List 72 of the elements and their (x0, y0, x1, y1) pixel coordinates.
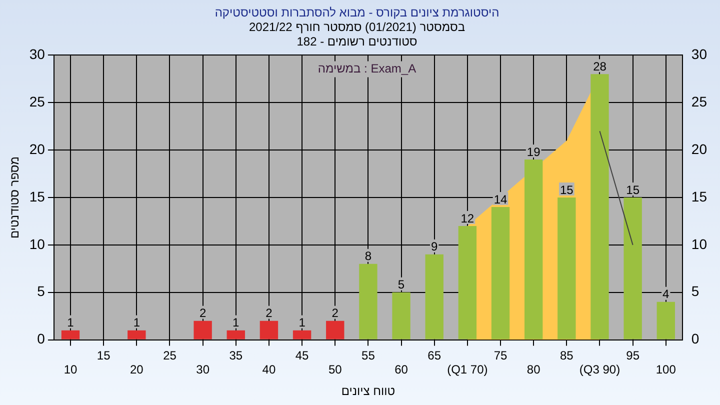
y-tick-label: 10 (29, 236, 46, 252)
data-label: 2 (266, 306, 273, 320)
bar (61, 330, 80, 340)
y2-tick-label: 25 (691, 93, 708, 110)
x-tick-label: 10 (64, 362, 78, 377)
x-tick-label: 15 (96, 348, 111, 362)
data-label: 4 (662, 287, 670, 302)
x-tick-label: 95 (626, 348, 640, 362)
data-label: 9 (431, 240, 438, 254)
bar (359, 264, 378, 340)
bar (425, 254, 444, 340)
y-tick-label: 25 (29, 93, 46, 110)
y2-tick-label: 10 (691, 236, 708, 252)
x-tick-label: 65 (428, 348, 442, 362)
data-label: 1 (232, 316, 240, 330)
data-label: 2 (332, 306, 339, 320)
data-label: 28 (593, 59, 607, 74)
x-tick-label: 30 (196, 362, 210, 377)
bar (128, 330, 146, 340)
y-tick-label: 0 (37, 330, 46, 347)
bar (624, 198, 642, 340)
bar (524, 160, 543, 340)
bar (292, 330, 312, 340)
y2-tick-label: 0 (691, 330, 700, 347)
x-tick-label: 55 (362, 348, 376, 362)
x-tick-label: (Q3 90) (579, 362, 620, 377)
data-label: 8 (364, 249, 372, 264)
x-tick-label: 50 (328, 362, 342, 377)
x-tick-label: (Q1 70) (447, 362, 488, 377)
bar (491, 206, 510, 340)
bar (194, 320, 212, 340)
chart-subtitle: בסמסטר (01/2021) סמסטר חורף 2021/22 סטודנטים רשומים - 182 (248, 20, 466, 48)
x-tick-label: 80 (526, 362, 541, 377)
y-tick-label: 30 (29, 46, 46, 62)
x-tick-label: 60 (394, 362, 408, 377)
bar (656, 302, 675, 340)
data-label: 1 (67, 316, 74, 330)
x-tick-label: 45 (295, 348, 310, 362)
data-label: 19 (526, 144, 541, 159)
data-label: 2 (199, 306, 206, 320)
bar (226, 330, 245, 340)
x-tick-label: 85 (560, 348, 574, 362)
x-tick-label: 25 (163, 348, 177, 362)
data-label: 15 (560, 182, 574, 197)
data-label: 1 (133, 316, 140, 330)
y-tick-label: 5 (37, 283, 46, 300)
bar (260, 320, 278, 340)
x-tick-label: 20 (130, 362, 144, 377)
bar (392, 292, 410, 340)
bar (326, 320, 344, 340)
x-tick-label: 40 (262, 362, 276, 377)
x-tick-label: 100 (656, 362, 676, 377)
annotation: במשימה : Exam_A (318, 62, 416, 76)
data-label: 5 (398, 278, 405, 292)
bar (458, 226, 477, 340)
data-label: 14 (494, 192, 508, 206)
data-label: 15 (626, 182, 640, 197)
data-label: 12 (460, 211, 474, 226)
x-tick-label: 75 (494, 348, 508, 362)
y2-tick-label: 5 (691, 283, 700, 300)
y-axis-title: מספר סטודנטים (8, 156, 22, 239)
x-tick-label: 35 (229, 348, 243, 362)
y-tick-label: 20 (29, 140, 46, 157)
y2-tick-label: 20 (691, 140, 708, 157)
data-label: 1 (298, 316, 306, 330)
chart-title: היסטוגרמת ציונים בקורס - מבוא להסתברות וסטטיסטיקה (214, 6, 500, 20)
y-tick-label: 15 (29, 188, 46, 204)
y2-tick-label: 30 (691, 46, 708, 62)
x-axis-title: טווח ציונים (341, 384, 396, 398)
bar (558, 198, 576, 340)
bar (590, 74, 609, 340)
y2-tick-label: 15 (691, 188, 708, 204)
